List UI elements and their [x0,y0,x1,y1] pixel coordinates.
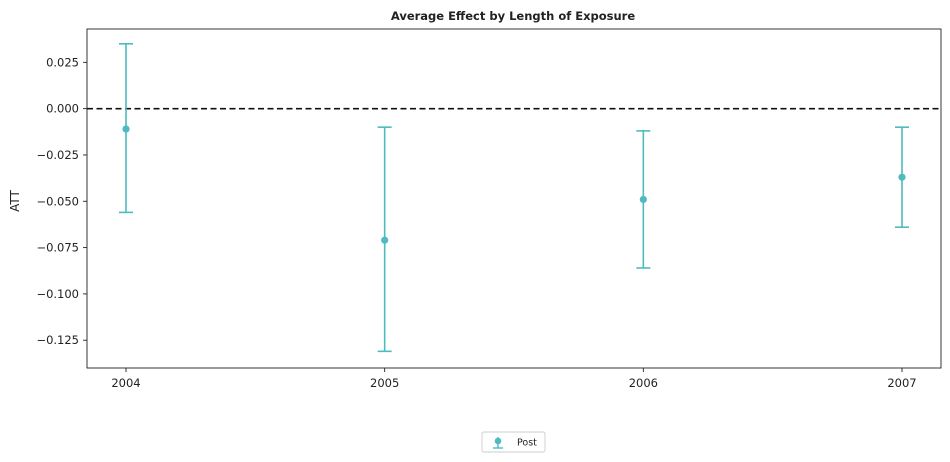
legend: Post [481,431,546,453]
plot-area: 0.025 0.000 −0.025 −0.050 −0.075 −0.100 −0.125… [36,28,942,390]
x-tick-label: 2007 [887,376,916,390]
y-tick-label: 0.000 [46,102,79,116]
x-tick-label: 2005 [370,376,399,390]
plot-frame [86,28,942,369]
chart-title: Average Effect by Length of Exposure [391,9,636,23]
data-point [898,173,906,181]
legend-marker-point [494,437,502,445]
data-point [122,125,130,133]
y-tick-label: −0.025 [36,148,79,162]
data-point [381,236,389,244]
data-point [639,195,647,204]
legend-label: Post [517,438,537,449]
y-tick-label: −0.100 [36,287,79,301]
y-tick-label: −0.075 [36,241,79,255]
y-tick-label: −0.050 [36,194,79,208]
y-tick-label: 0.025 [46,55,79,69]
x-tick-label: 2004 [111,376,140,390]
y-axis-label: ATT [8,189,22,211]
x-tick-label: 2006 [629,376,658,390]
y-tick-label: −0.125 [36,333,79,347]
